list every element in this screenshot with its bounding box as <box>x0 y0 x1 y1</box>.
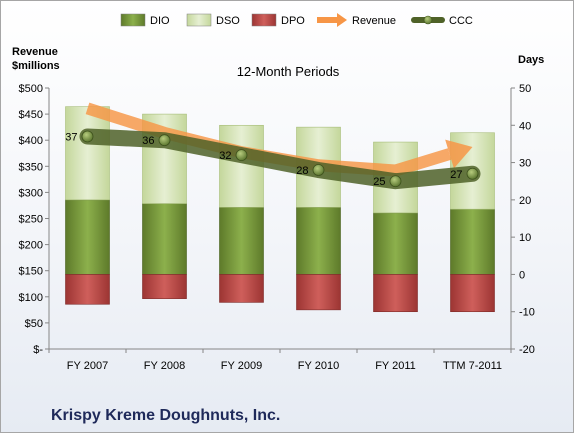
legend-swatch-dio <box>120 13 146 27</box>
bar-dpo <box>142 274 187 299</box>
left-tick-label: $200 <box>19 240 43 252</box>
right-tick-label: 0 <box>519 269 525 281</box>
bar-dio <box>142 203 187 275</box>
left-tick-label: $400 <box>19 135 43 147</box>
x-tick-label: FY 2009 <box>221 360 262 372</box>
legend-swatch-dso <box>186 13 212 27</box>
plot-area <box>49 88 511 349</box>
bar-dso <box>219 124 264 208</box>
legend-label-dpo: DPO <box>281 15 305 27</box>
right-tick-label: 40 <box>519 120 531 132</box>
ccc-marker <box>389 175 402 188</box>
left-tick-label: $100 <box>19 292 43 304</box>
bar-dpo <box>373 274 418 313</box>
left-tick-label: $350 <box>19 161 43 173</box>
left-tick-label: $50 <box>25 318 43 330</box>
bar-dpo <box>219 274 264 303</box>
left-tick-label: $300 <box>19 187 43 199</box>
ccc-marker <box>312 164 325 176</box>
ccc-data-label: 32 <box>219 150 231 162</box>
bar-dpo <box>450 274 495 313</box>
ccc-data-label: 36 <box>142 135 154 147</box>
left-tick-label: $250 <box>19 214 43 226</box>
right-axis-title: Days <box>518 54 544 66</box>
ccc-data-label: 27 <box>450 169 462 181</box>
right-tick-label: 50 <box>519 83 531 95</box>
right-tick-label: 20 <box>519 195 531 207</box>
legend: DIO DSO DPO Revenue CCC <box>120 13 473 27</box>
right-tick-label: 10 <box>519 232 531 244</box>
x-tick-label: FY 2010 <box>298 360 339 372</box>
ccc-data-label: 25 <box>373 176 385 188</box>
bar-dio <box>373 212 418 275</box>
bar-dpo <box>65 274 110 305</box>
ccc-marker <box>158 134 171 147</box>
right-tick-label: 30 <box>519 158 531 170</box>
bar-dio <box>296 207 341 275</box>
legend-label-ccc: CCC <box>449 15 473 27</box>
left-axis-title-line2: $millions <box>12 60 60 72</box>
ccc-marker <box>235 149 248 162</box>
revenue-arrow-head <box>445 139 473 169</box>
left-tick-label: $150 <box>19 266 43 278</box>
bar-dio <box>219 207 264 275</box>
bar-dio <box>450 208 495 275</box>
company-name: Krispy Kreme Doughnuts, Inc. <box>51 407 280 424</box>
x-tick-label: FY 2007 <box>67 360 108 372</box>
legend-label-dio: DIO <box>150 15 170 27</box>
ccc-data-label: 37 <box>65 131 77 143</box>
right-tick-label: -20 <box>519 344 535 356</box>
legend-swatch-dpo <box>251 13 277 27</box>
bar-dio <box>65 199 110 275</box>
bar-dpo <box>296 274 341 311</box>
left-tick-label: $450 <box>19 109 43 121</box>
right-tick-label: -10 <box>519 307 535 319</box>
ccc-data-label: 28 <box>296 165 308 177</box>
ccc-line <box>79 128 481 190</box>
legend-ccc-marker <box>423 15 433 25</box>
legend-swatch-revenue <box>317 13 347 27</box>
x-tick-label: FY 2011 <box>375 360 416 372</box>
left-tick-label: $- <box>33 344 43 356</box>
legend-label-dso: DSO <box>216 15 240 27</box>
chart-title: 12-Month Periods <box>237 64 340 79</box>
x-tick-label: TTM 7-2011 <box>443 360 502 372</box>
ccc-marker <box>466 167 479 180</box>
left-tick-label: $500 <box>19 83 43 95</box>
x-tick-label: FY 2008 <box>144 360 185 372</box>
legend-label-revenue: Revenue <box>352 15 396 27</box>
ccc-marker <box>81 130 94 143</box>
left-axis-title-line1: Revenue <box>12 46 58 58</box>
bar-dso <box>65 106 110 201</box>
